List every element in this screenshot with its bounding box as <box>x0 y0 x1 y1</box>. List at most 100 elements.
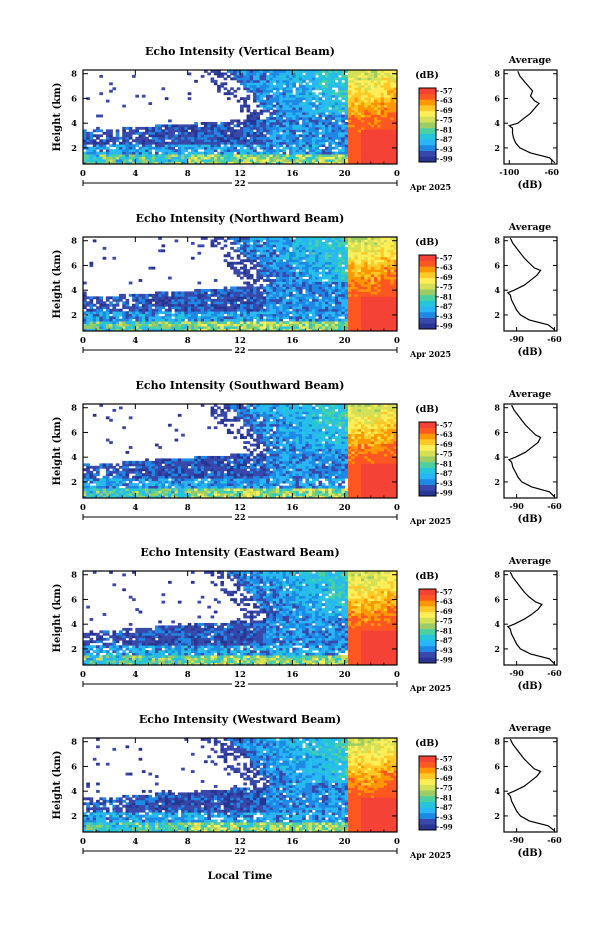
heatmap-cell <box>312 152 316 155</box>
heatmap-cell <box>384 87 388 90</box>
heatmap-cell <box>358 152 362 155</box>
heatmap-cell <box>381 105 385 108</box>
heatmap-cell <box>214 154 218 157</box>
heatmap-cell <box>135 159 139 162</box>
heatmap-cell <box>296 124 300 127</box>
heatmap-cell <box>162 244 166 247</box>
heatmap-cell <box>358 147 362 150</box>
heatmap-cell <box>384 294 388 297</box>
heatmap-cell <box>139 152 143 155</box>
heatmap-cell <box>351 244 355 247</box>
heatmap-cell <box>247 269 251 272</box>
heatmap-cell <box>361 134 365 137</box>
heatmap-cell <box>230 137 234 140</box>
heatmap-cell <box>302 306 306 309</box>
heatmap-cell <box>86 139 90 142</box>
heatmap-cell <box>368 117 372 120</box>
heatmap-cell <box>335 286 339 289</box>
heatmap-cell <box>358 262 362 265</box>
heatmap-cell <box>377 102 381 105</box>
heatmap-cell <box>371 324 375 327</box>
heatmap-cell <box>351 97 355 100</box>
heatmap-cell <box>211 149 215 152</box>
heatmap-cell <box>260 72 264 75</box>
heatmap-cell <box>296 316 300 319</box>
heatmap-cell <box>132 139 136 142</box>
heatmap-cell <box>269 124 273 127</box>
heatmap-cell <box>230 152 234 155</box>
heatmap-cell <box>328 122 332 125</box>
heatmap-cell <box>354 77 358 80</box>
heatmap-cell <box>292 127 296 130</box>
heatmap-cell <box>253 122 257 125</box>
heatmap-cell <box>126 132 130 135</box>
heatmap-cell <box>351 149 355 152</box>
heatmap-cell <box>351 75 355 78</box>
heatmap-cell <box>325 87 329 90</box>
heatmap-cell <box>384 110 388 113</box>
heatmap-cell <box>211 124 215 127</box>
heatmap-cell <box>240 301 244 304</box>
heatmap-cell <box>364 149 368 152</box>
heatmap-cell <box>178 154 182 157</box>
heatmap-cell <box>204 159 208 162</box>
heatmap-cell <box>142 294 146 297</box>
heatmap-cell <box>90 149 94 152</box>
heatmap-cell <box>142 132 146 135</box>
heatmap-cell <box>103 311 107 314</box>
heatmap-cell <box>315 152 319 155</box>
heatmap-cell <box>312 239 316 242</box>
heatmap-cell <box>217 139 221 142</box>
heatmap-cell <box>361 77 365 80</box>
heatmap-cell <box>381 324 385 327</box>
heatmap-cell <box>315 259 319 262</box>
heatmap-cell <box>368 90 372 93</box>
heatmap-cell <box>220 301 224 304</box>
heatmap-cell <box>354 269 358 272</box>
heatmap-cell <box>305 242 309 245</box>
heatmap-cell <box>191 147 195 150</box>
heatmap-cell <box>197 142 201 145</box>
heatmap-cell <box>309 129 313 132</box>
heatmap-cell <box>162 149 166 152</box>
heatmap-cell <box>345 326 349 329</box>
heatmap-cell <box>188 299 192 302</box>
heatmap-cell <box>319 249 323 252</box>
heatmap-cell <box>338 119 342 122</box>
heatmap-cell <box>207 157 211 160</box>
heatmap-cell <box>354 252 358 255</box>
heatmap-cell <box>90 304 94 307</box>
heatmap-cell <box>299 110 303 113</box>
heatmap-cell <box>188 147 192 150</box>
heatmap-cell <box>207 149 211 152</box>
heatmap-cell <box>283 314 287 317</box>
heatmap-cell <box>129 324 133 327</box>
heatmap-cell <box>354 249 358 252</box>
heatmap-cell <box>384 100 388 103</box>
heatmap-cell <box>168 149 172 152</box>
heatmap-cell <box>273 100 277 103</box>
heatmap-cell <box>296 286 300 289</box>
heatmap-cell <box>286 82 290 85</box>
heatmap-cell <box>299 321 303 324</box>
heatmap-cell <box>296 279 300 282</box>
heatmap-cell <box>377 149 381 152</box>
heatmap-cell <box>328 110 332 113</box>
heatmap-cell <box>341 279 345 282</box>
heatmap-cell <box>319 105 323 108</box>
heatmap-cell <box>266 129 270 132</box>
heatmap-cell <box>358 282 362 285</box>
heatmap-cell <box>276 279 280 282</box>
heatmap-cell <box>191 326 195 329</box>
heatmap-cell <box>286 115 290 118</box>
heatmap-cell <box>345 254 349 257</box>
heatmap-cell <box>335 321 339 324</box>
heatmap-cell <box>266 122 270 125</box>
heatmap-cell <box>302 326 306 329</box>
heatmap-cell <box>371 92 375 95</box>
heatmap-cell <box>139 137 143 140</box>
heatmap-cell <box>354 319 358 322</box>
heatmap-cell <box>390 132 394 135</box>
heatmap-cell <box>283 95 287 98</box>
heatmap-cell <box>266 77 270 80</box>
